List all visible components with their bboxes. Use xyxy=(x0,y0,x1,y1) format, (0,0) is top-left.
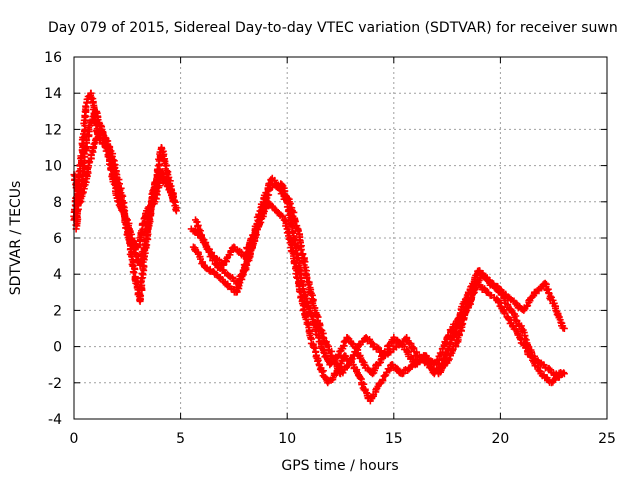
data-marker xyxy=(294,274,302,282)
y-tick-label: 8 xyxy=(53,195,62,211)
data-marker xyxy=(356,374,364,382)
data-marker xyxy=(303,274,311,282)
data-point xyxy=(170,198,178,206)
data-marker xyxy=(82,102,90,110)
data-marker xyxy=(130,269,138,277)
data-marker xyxy=(310,343,318,351)
x-tick-label: 0 xyxy=(70,431,79,447)
y-tick-label: 4 xyxy=(53,267,62,283)
data-marker xyxy=(154,165,162,173)
data-marker xyxy=(205,266,213,274)
x-tick-label: 15 xyxy=(385,431,403,447)
y-tick-label: 12 xyxy=(44,122,62,138)
data-marker xyxy=(318,368,326,376)
data-point xyxy=(560,325,568,332)
y-tick-label: 0 xyxy=(53,340,62,356)
data-marker xyxy=(317,326,325,334)
data-marker xyxy=(290,259,298,267)
chart-title: Day 079 of 2015, Sidereal Day-to-day VTE… xyxy=(48,20,618,36)
data-marker xyxy=(83,165,91,173)
data-marker xyxy=(297,246,305,254)
data-marker xyxy=(90,140,98,148)
x-tick-label: 5 xyxy=(176,431,185,447)
data-point xyxy=(172,207,180,215)
data-marker xyxy=(136,290,144,298)
data-marker xyxy=(379,376,387,384)
data-marker xyxy=(164,182,172,190)
x-tick-label: 10 xyxy=(278,431,296,447)
data-marker xyxy=(163,169,171,177)
data-point xyxy=(558,370,566,378)
data-marker xyxy=(388,361,396,369)
data-marker xyxy=(262,195,270,203)
data-marker xyxy=(472,282,480,290)
data-marker xyxy=(545,364,553,372)
data-marker xyxy=(255,217,263,225)
data-marker xyxy=(223,254,231,262)
data-marker xyxy=(300,305,308,313)
x-axis-label: GPS time / hours xyxy=(281,458,398,474)
data-marker xyxy=(440,354,448,362)
data-marker xyxy=(284,194,292,202)
y-tick-label: 14 xyxy=(44,86,62,102)
data-point xyxy=(541,279,549,287)
data-marker xyxy=(459,320,467,328)
data-marker xyxy=(286,200,294,208)
series-trace-e xyxy=(189,198,566,405)
data-marker xyxy=(293,267,301,275)
y-tick-label: 10 xyxy=(44,159,62,175)
y-axis-label: SDTVAR / TECUs xyxy=(8,181,24,296)
data-marker xyxy=(442,350,450,358)
data-marker xyxy=(323,341,331,349)
data-marker xyxy=(320,348,328,356)
data-marker xyxy=(279,212,287,220)
data-marker xyxy=(291,218,299,226)
data-marker xyxy=(314,356,322,364)
y-tick-label: 6 xyxy=(53,231,62,247)
data-marker xyxy=(438,359,446,367)
y-tick-label: 16 xyxy=(44,50,62,66)
x-tick-label: 25 xyxy=(598,431,616,447)
data-marker xyxy=(82,144,90,152)
x-tick-label: 20 xyxy=(491,431,509,447)
series-trace-f xyxy=(192,180,568,378)
plot-frame xyxy=(73,56,608,420)
data-marker xyxy=(557,371,565,379)
data-marker xyxy=(161,176,169,184)
series-trace-c xyxy=(70,125,178,251)
y-tick-label: -4 xyxy=(48,412,62,428)
data-marker xyxy=(88,116,96,124)
y-tick-label: 2 xyxy=(53,303,62,319)
data-markers xyxy=(70,89,568,405)
data-marker xyxy=(343,334,351,342)
data-marker xyxy=(311,344,319,352)
y-tick-label: -2 xyxy=(48,376,62,392)
